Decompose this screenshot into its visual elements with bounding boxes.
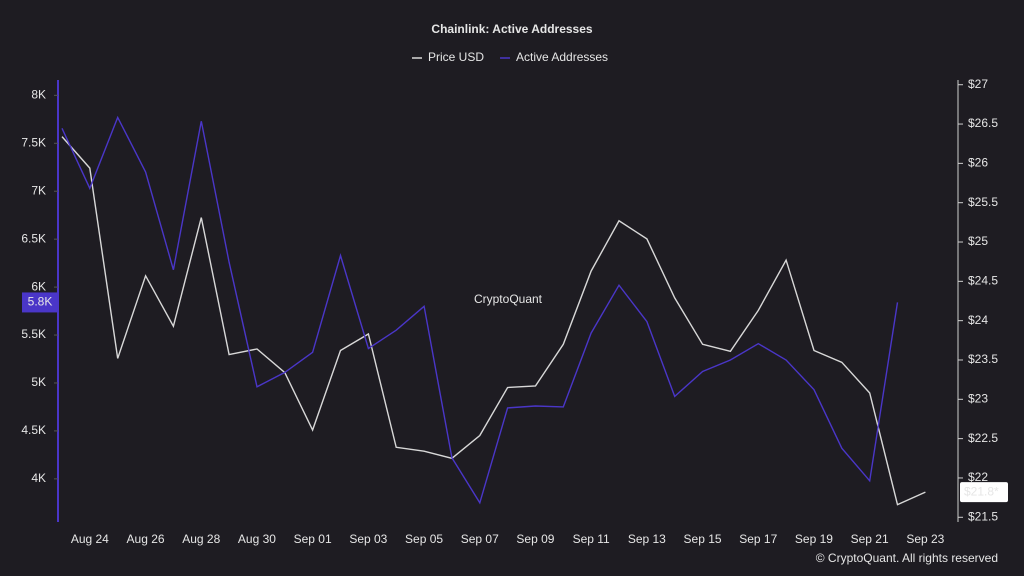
x-tick-label: Sep 03 — [349, 532, 387, 546]
y2-tick-label: $26.5 — [968, 116, 998, 130]
x-tick-label: Sep 01 — [294, 532, 332, 546]
y2-tick-label: $23.5 — [968, 352, 998, 366]
x-tick-label: Sep 21 — [851, 532, 889, 546]
y-tick-label: 4.5K — [21, 423, 46, 437]
y2-tick-label: $22.5 — [968, 431, 998, 445]
y-tick-label: 7K — [31, 183, 46, 197]
y2-tick-label: $27 — [968, 77, 988, 91]
x-tick-label: Sep 05 — [405, 532, 443, 546]
y2-tick-label: $23 — [968, 391, 988, 405]
legend-label: Price USD — [428, 50, 484, 64]
x-tick-label: Aug 26 — [127, 532, 165, 546]
y2-tick-label: $22 — [968, 470, 988, 484]
chart-title: Chainlink: Active Addresses — [431, 22, 592, 36]
y-tick-label: 8K — [31, 88, 46, 102]
series-line — [61, 136, 926, 506]
y2-tick-label: $24 — [968, 313, 988, 327]
legend-label: Active Addresses — [516, 50, 608, 64]
y-tick-label: 6K — [31, 279, 46, 293]
y2-tick-label: $26 — [968, 156, 988, 170]
value-label: 5.8K — [28, 295, 53, 309]
x-tick-label: Sep 19 — [795, 532, 833, 546]
value-badge — [960, 482, 1008, 503]
x-tick-label: Sep 13 — [628, 532, 666, 546]
x-tick-label: Aug 28 — [182, 532, 220, 546]
x-tick-label: Sep 11 — [573, 532, 610, 546]
y2-tick-label: $25 — [968, 234, 988, 248]
x-tick-label: Aug 30 — [238, 532, 276, 546]
x-tick-label: Aug 24 — [71, 532, 109, 546]
x-tick-label: Sep 17 — [739, 532, 777, 546]
value-label: $21.8* — [964, 484, 999, 498]
y-tick-label: 5.5K — [21, 327, 46, 341]
y2-tick-label: $24.5 — [968, 274, 998, 288]
watermark: CryptoQuant — [474, 292, 543, 306]
credit: © CryptoQuant. All rights reserved — [816, 551, 998, 565]
x-tick-label: Sep 07 — [461, 532, 499, 546]
x-tick-label: Sep 09 — [516, 532, 554, 546]
y2-tick-label: $21.5 — [968, 509, 998, 523]
x-tick-label: Sep 15 — [684, 532, 722, 546]
series-line — [61, 115, 899, 505]
y-tick-label: 5K — [31, 375, 46, 389]
y-tick-label: 6.5K — [21, 231, 46, 245]
y-tick-label: 7.5K — [21, 135, 46, 149]
value-badge — [22, 292, 58, 313]
y2-tick-label: $25.5 — [968, 195, 998, 209]
y-tick-label: 4K — [31, 471, 46, 485]
x-tick-label: Sep 23 — [906, 532, 944, 546]
